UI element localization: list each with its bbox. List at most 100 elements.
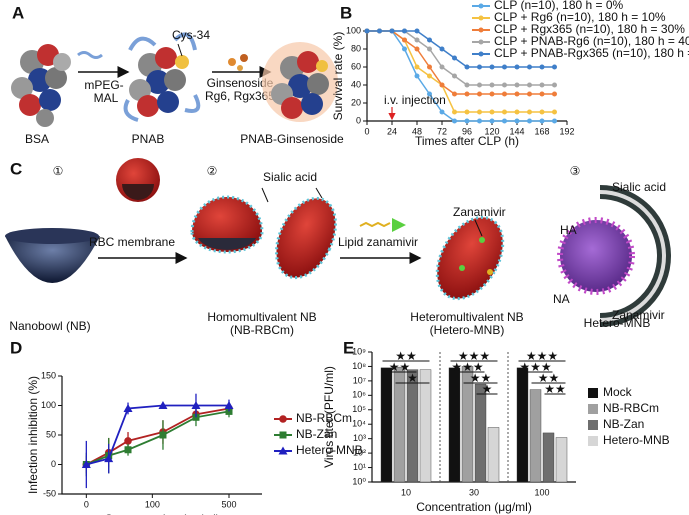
zanamivir-dot [459, 265, 465, 271]
y-tick-label: 10⁴ [352, 419, 366, 429]
x-tick-label: 10 [401, 487, 411, 497]
nanobowl-rim [5, 228, 99, 244]
significance: ★★ [395, 349, 417, 363]
marker [527, 109, 532, 115]
y-axis-label: Virus titer (PFU/ml) [322, 366, 336, 468]
marker [539, 118, 545, 124]
hetero-mnb [435, 215, 505, 301]
marker [527, 118, 532, 124]
significance: ★★ [470, 371, 492, 385]
marker [502, 64, 507, 70]
label: RBC membrane [89, 235, 175, 249]
y-tick-label: 10² [353, 447, 366, 457]
marker [489, 91, 495, 97]
bar [555, 437, 568, 483]
marker [502, 91, 507, 97]
marker [464, 118, 470, 124]
marker [414, 28, 420, 34]
marker [478, 15, 484, 21]
y-axis-label: Infection inhibition (%) [26, 376, 40, 494]
significance: ★★★ [458, 349, 490, 363]
y-tick-label: 0 [51, 459, 56, 469]
step: ② [207, 164, 218, 178]
label: Sialic acid [263, 170, 317, 184]
marker [364, 28, 370, 34]
x-tick-label: 48 [412, 126, 422, 136]
x-tick-label: 100 [145, 499, 160, 509]
bar [542, 432, 555, 483]
marker [464, 91, 470, 97]
marker [389, 28, 395, 34]
marker [489, 118, 495, 124]
marker [552, 64, 557, 70]
marker [552, 118, 557, 124]
marker [279, 431, 287, 439]
label: MAL [94, 91, 119, 105]
marker [464, 64, 470, 70]
marker [439, 109, 445, 115]
bar [448, 367, 461, 483]
label: Sialic acid [612, 180, 666, 194]
marker [124, 446, 132, 454]
legend-label: CLP + PNAB-Rg6 (n=10), 180 h = 40% [494, 34, 689, 48]
label: BSA [25, 132, 49, 146]
drug-icon [240, 54, 248, 62]
legend-swatch [588, 404, 598, 414]
x-tick-label: 120 [484, 126, 499, 136]
legend-label: CLP + PNAB-Rgx365 (n=10), 180 h = 60% [494, 46, 689, 60]
x-axis-label: Times after CLP (h) [415, 134, 519, 148]
marker [514, 109, 520, 115]
marker [427, 91, 432, 97]
marker [478, 39, 484, 45]
label: Hetero-MNB [584, 316, 651, 330]
label: Rg6, Rgx365 [205, 89, 275, 103]
marker [552, 91, 557, 97]
marker [489, 109, 495, 115]
marker [427, 73, 432, 79]
x-tick-label: 192 [559, 126, 574, 136]
marker [514, 82, 520, 88]
panel-label: B [340, 3, 352, 22]
panel-label: E [343, 338, 354, 357]
step: ① [53, 164, 64, 178]
label: Heteromultivalent NB [410, 310, 523, 324]
bar [529, 389, 542, 483]
step: ③ [570, 164, 581, 178]
protein-bsa [11, 44, 71, 127]
significance: ★★★ [526, 349, 558, 363]
marker [439, 82, 445, 88]
marker [514, 118, 520, 124]
y-tick-label: 50 [46, 429, 56, 439]
legend-label: CLP + Rgx365 (n=10), 180 h = 30% [494, 22, 685, 36]
legend-swatch [588, 436, 598, 446]
marker [191, 401, 201, 409]
series-line [367, 30, 555, 68]
marker [427, 46, 432, 52]
marker [464, 109, 470, 115]
marker [224, 401, 234, 409]
marker [104, 454, 114, 463]
panel-label: D [10, 338, 22, 357]
y-tick-label: 20 [351, 97, 361, 107]
marker [552, 109, 557, 115]
pointer [261, 187, 269, 203]
label: Cys-34 [172, 28, 210, 42]
series-line [367, 30, 555, 95]
marker [477, 118, 482, 124]
x-tick-label: 0 [84, 499, 89, 509]
y-tick-label: 10⁹ [352, 346, 366, 356]
y-tick-label: 10⁰ [352, 476, 366, 486]
marker [402, 46, 407, 52]
y-tick-label: 80 [351, 43, 361, 53]
bar [406, 369, 419, 483]
marker [81, 460, 91, 468]
marker [477, 91, 482, 97]
label: PNAB [132, 132, 165, 146]
y-tick-label: 10³ [353, 433, 366, 443]
marker [414, 46, 420, 52]
marker [502, 82, 507, 88]
marker [427, 37, 432, 43]
marker [539, 82, 545, 88]
marker [278, 446, 288, 455]
bar [516, 367, 529, 483]
